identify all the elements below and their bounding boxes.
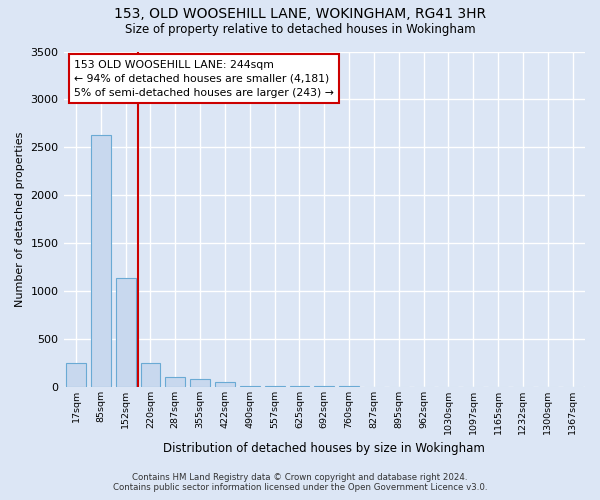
Bar [91,135,111,386]
Text: 153 OLD WOOSEHILL LANE: 244sqm
← 94% of detached houses are smaller (4,181)
5% o: 153 OLD WOOSEHILL LANE: 244sqm ← 94% of … [74,60,334,98]
Bar [166,377,185,386]
Bar [116,278,136,386]
X-axis label: Distribution of detached houses by size in Wokingham: Distribution of detached houses by size … [163,442,485,455]
Text: Size of property relative to detached houses in Wokingham: Size of property relative to detached ho… [125,22,475,36]
Bar [140,363,160,386]
Y-axis label: Number of detached properties: Number of detached properties [15,132,25,306]
Text: Contains HM Land Registry data © Crown copyright and database right 2024.
Contai: Contains HM Land Registry data © Crown c… [113,473,487,492]
Bar [190,379,210,386]
Text: 153, OLD WOOSEHILL LANE, WOKINGHAM, RG41 3HR: 153, OLD WOOSEHILL LANE, WOKINGHAM, RG41… [114,8,486,22]
Bar [215,382,235,386]
Bar [66,363,86,386]
